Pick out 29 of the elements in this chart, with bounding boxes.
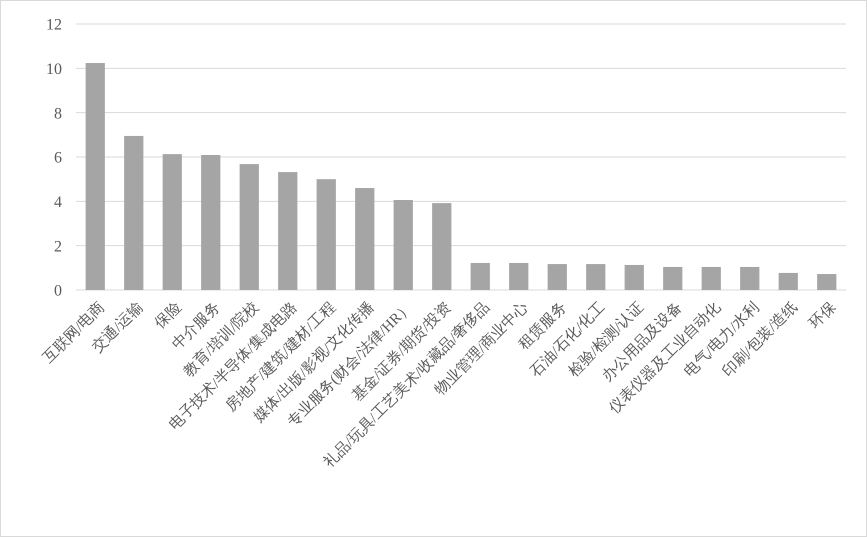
bar (817, 274, 836, 290)
bar (509, 262, 528, 290)
y-tick-label: 4 (54, 194, 62, 211)
bar (740, 266, 760, 290)
y-tick-label: 8 (54, 105, 62, 122)
y-tick-label: 0 (54, 282, 62, 300)
y-tick-label: 12 (46, 16, 62, 34)
y-tick-label: 6 (54, 150, 62, 167)
bar (470, 262, 490, 290)
bar (778, 272, 798, 290)
y-tick-label: 2 (54, 238, 62, 256)
bar (394, 200, 413, 290)
bar (124, 136, 144, 290)
bar (316, 179, 336, 290)
bar (548, 264, 567, 290)
x-tick-label: 环保 (806, 299, 840, 332)
bar (162, 154, 182, 290)
bar (663, 266, 682, 290)
bar (86, 63, 105, 290)
bar (624, 264, 644, 290)
x-tick-label: 保险 (152, 298, 185, 332)
bar (278, 172, 298, 290)
bar (702, 266, 721, 290)
bar (355, 188, 374, 290)
bar (586, 264, 606, 290)
bar (432, 203, 452, 290)
bar (201, 155, 220, 290)
bar (240, 164, 259, 290)
y-tick-label: 10 (46, 60, 62, 78)
